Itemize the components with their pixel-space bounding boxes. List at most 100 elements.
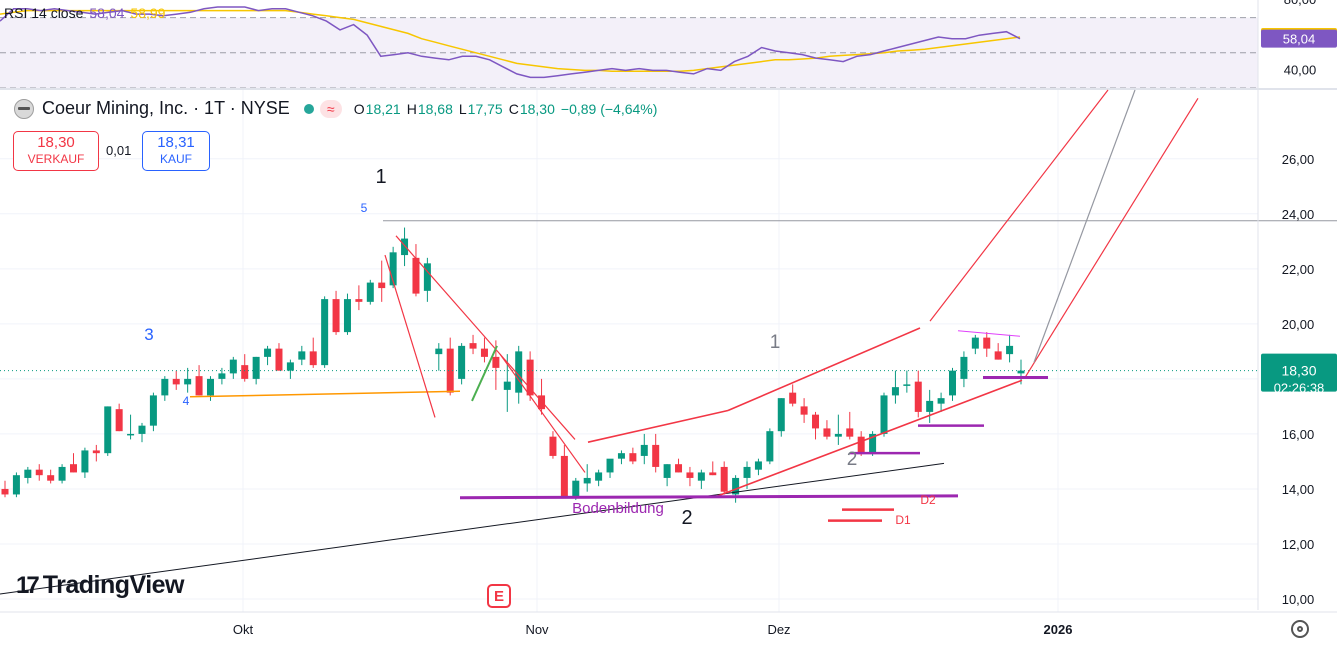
candle-body — [652, 444, 660, 467]
settings-gear-icon[interactable] — [1291, 620, 1309, 638]
change-value: −0,89 (−4,64%) — [560, 100, 658, 117]
candle-body — [526, 359, 534, 396]
candle-body — [789, 392, 797, 404]
candle-body — [127, 433, 135, 436]
rsi-legend[interactable]: RSI 14 close 58,04 58,99 — [4, 5, 165, 21]
candle-body — [560, 455, 568, 498]
wave-label-5: 5 — [361, 201, 368, 215]
close-value: 18,30 — [519, 100, 555, 117]
candle-body — [937, 398, 945, 404]
rsi-axis-tick-label: 40,00 — [1284, 62, 1317, 77]
candle-body — [880, 395, 888, 434]
candle-body — [355, 299, 363, 302]
buy-button[interactable]: 18,31 KAUF — [142, 131, 210, 171]
time-axis-tick-label: Okt — [233, 622, 254, 637]
flag-upper-line — [957, 330, 1021, 337]
tradingview-wordmark: TradingView — [42, 571, 185, 599]
candle-body — [149, 395, 157, 426]
down-channel-lower — [499, 353, 586, 473]
candle-body — [24, 469, 32, 478]
rsi-price-label: 58,04 — [1283, 32, 1316, 47]
candle-body — [812, 414, 820, 429]
rsi-panel — [0, 6, 1337, 90]
orange-support-line — [189, 390, 461, 398]
sell-price: 18,30 — [37, 134, 75, 151]
candle-body — [69, 464, 77, 473]
candle-body — [469, 343, 477, 349]
projection-upper — [929, 89, 1109, 322]
candle-body — [720, 466, 728, 492]
rising-channel-upper-a — [587, 409, 729, 443]
candle-body — [58, 466, 66, 481]
company-logo-icon — [14, 98, 34, 119]
green-swing-line — [471, 345, 498, 402]
candle-body — [732, 477, 740, 495]
candle-body — [138, 425, 146, 434]
rsi-axis-tick-label: 80,00 — [1284, 0, 1317, 7]
time-axis-tick-label: 2026 — [1044, 622, 1073, 637]
symbol-legend[interactable]: Coeur Mining, Inc. · 1T · NYSE ≈ O 18,21 … — [14, 98, 663, 119]
candle-body — [515, 351, 523, 393]
earnings-icon[interactable]: E — [487, 584, 511, 608]
wave-label-4: 4 — [183, 394, 190, 408]
candle-body — [1006, 345, 1014, 355]
candle-body — [252, 356, 260, 379]
candle-body — [92, 450, 100, 454]
last-price-badge — [1261, 353, 1337, 392]
high-value: 18,68 — [417, 100, 453, 117]
candle-body — [503, 381, 511, 390]
rising-channel-lower — [715, 379, 1023, 498]
candle-body — [458, 345, 466, 379]
spread-value: 0,01 — [106, 143, 132, 158]
candle-body — [1, 488, 9, 495]
open-label: O — [353, 100, 365, 117]
candle-body — [332, 299, 340, 333]
candle-body — [891, 387, 899, 396]
candle-body — [960, 356, 968, 379]
candle-body — [264, 348, 272, 357]
candle-body — [914, 381, 922, 412]
bodenbildung-label: Bodenbildung — [572, 500, 664, 517]
candle-body — [423, 263, 431, 291]
candle-body — [35, 469, 43, 476]
wave-label-1-gray: 1 — [770, 332, 781, 353]
market-status-icon[interactable] — [303, 103, 314, 114]
candle-body — [846, 428, 854, 437]
tradingview-logo[interactable]: 17 TradingView — [16, 571, 185, 600]
candle-body — [195, 376, 203, 396]
rsi-band-background — [0, 17, 1258, 89]
sell-button[interactable]: 18,30 VERKAUF — [13, 131, 99, 171]
buy-price: 18,31 — [157, 134, 195, 151]
projection-middle — [1033, 89, 1136, 363]
rsi-price-badge — [1261, 29, 1337, 48]
candle-body — [857, 436, 865, 454]
candle-body — [926, 400, 934, 412]
symbol-title[interactable]: Coeur Mining, Inc. · 1T · NYSE — [42, 98, 290, 118]
candle-body — [629, 453, 637, 462]
candle-body — [47, 475, 55, 481]
price-axis-tick-label: 26,00 — [1282, 152, 1315, 167]
wave-label-2-bottom: 2 — [681, 507, 692, 529]
candle-body — [321, 299, 329, 366]
candle-body — [378, 282, 386, 289]
candle-body — [1017, 370, 1025, 374]
delayed-data-icon[interactable]: ≈ — [319, 99, 342, 118]
projection-lower — [1024, 97, 1199, 378]
long-uptrend-line — [0, 462, 945, 595]
candle-body — [104, 406, 112, 454]
rsi-label: RSI 14 close — [4, 5, 84, 21]
sell-label: VERKAUF — [27, 152, 85, 166]
rsi-value: 58,04 — [89, 5, 125, 21]
low-label: L — [458, 100, 467, 117]
candle-body — [686, 472, 694, 478]
candle-body — [480, 348, 488, 357]
candle-body — [606, 458, 614, 473]
candle-body — [538, 395, 546, 410]
candle-body — [994, 351, 1002, 360]
candle-body — [697, 472, 705, 481]
price-axis-tick-label: 20,00 — [1282, 317, 1315, 332]
candle-body — [446, 348, 454, 393]
